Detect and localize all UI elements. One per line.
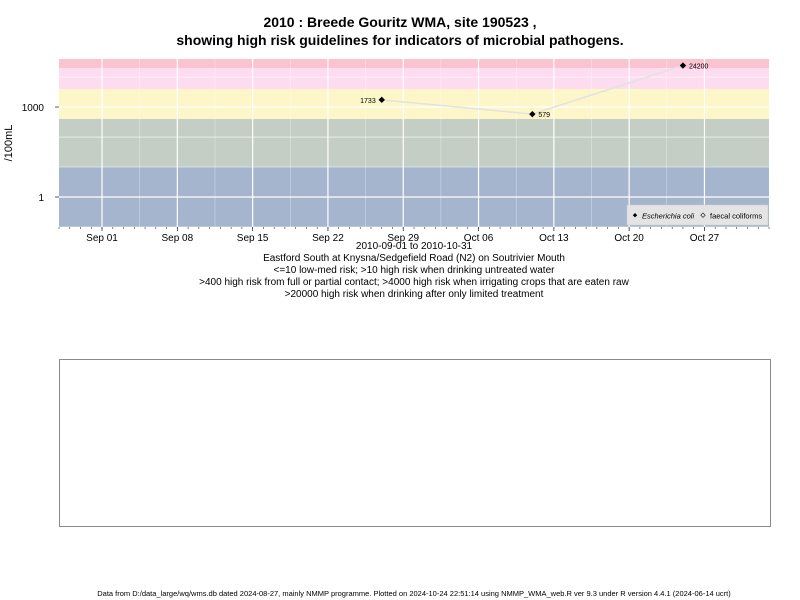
x-tick-label-1: Sep 08 <box>161 233 193 244</box>
y-tick-label-1: 1000 <box>22 103 45 114</box>
data-label-2: 24200 <box>689 64 709 71</box>
chart-title-line-1: 2010 : Breede Gouritz WMA, site 190523 , <box>263 14 537 30</box>
site-description-text: Eastford South at Knysna/Sedgefield Road… <box>263 253 565 264</box>
guideline-text-2: >400 high risk from full or partial cont… <box>199 277 629 288</box>
risk-band-2 <box>59 88 769 119</box>
y-axis-label: /100mL <box>3 125 15 162</box>
guideline-text-1: <=10 low-med risk; >10 high risk when dr… <box>273 265 555 276</box>
risk-band-3 <box>59 68 769 89</box>
x-tick-label-6: Oct 13 <box>539 233 569 244</box>
grid-lines <box>59 59 769 228</box>
x-tick-label-0: Sep 01 <box>86 233 118 244</box>
data-point-1 <box>529 110 536 118</box>
x-tick-label-4: Sep 29 <box>387 233 419 244</box>
guideline-text-3: >20000 high risk when drinking after onl… <box>284 289 544 300</box>
data-point-2 <box>679 62 687 69</box>
x-tick-label-3: Sep 22 <box>312 233 344 244</box>
risk-band-4 <box>59 59 769 68</box>
x-tick-label-7: Oct 20 <box>614 233 644 244</box>
data-point-0 <box>378 96 385 104</box>
footer-note: Data from D:/data_large/wq/wms.db dated … <box>97 589 731 598</box>
legend-marker-0 <box>632 213 638 218</box>
date-range-text: 2010-09-01 to 2010-10-31 <box>355 241 473 252</box>
chart-title-line-2: showing high risk guidelines for indicat… <box>176 32 624 48</box>
data-series: 1733 579 24200 <box>360 62 709 119</box>
legend: Escherichia coli faecal coliforms <box>626 204 769 226</box>
legend-box <box>626 204 769 226</box>
empty-plot-panel <box>59 359 771 527</box>
data-label-0: 1733 <box>360 98 376 105</box>
y-tick-label-0: 1 <box>38 193 44 204</box>
legend-marker-1 <box>700 212 706 218</box>
x-tick-label-2: Sep 15 <box>237 233 269 244</box>
data-label-1: 579 <box>538 112 550 119</box>
x-tick-label-5: Oct 06 <box>464 233 494 244</box>
risk-bands <box>59 59 769 227</box>
risk-band-1 <box>59 118 769 168</box>
x-tick-label-8: Oct 27 <box>690 233 720 244</box>
legend-label-0: Escherichia coli <box>642 212 694 221</box>
legend-label-1: faecal coliforms <box>710 212 762 221</box>
axes: Sep 01 Sep 08 Sep 15 Sep 22 Sep 29 Oct 06 Oct … <box>22 103 770 244</box>
